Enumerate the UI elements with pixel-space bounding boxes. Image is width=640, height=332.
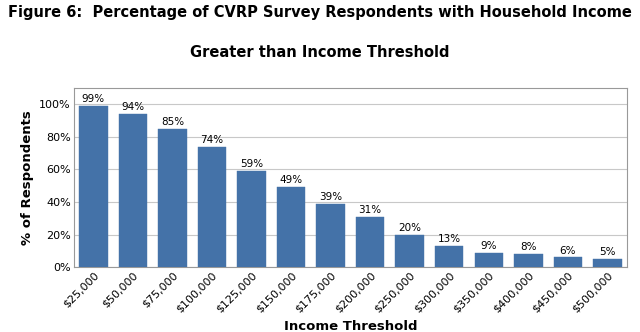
Bar	[118, 114, 147, 267]
Text: Greater than Income Threshold: Greater than Income Threshold	[190, 45, 450, 60]
Text: 6%: 6%	[559, 246, 576, 256]
Text: 9%: 9%	[481, 241, 497, 251]
Text: Figure 6:  Percentage of CVRP Survey Respondents with Household Income: Figure 6: Percentage of CVRP Survey Resp…	[8, 5, 632, 20]
Text: 59%: 59%	[240, 159, 263, 169]
Bar	[277, 187, 305, 267]
Text: 8%: 8%	[520, 242, 536, 252]
Bar	[356, 217, 385, 267]
Text: 49%: 49%	[280, 175, 303, 186]
Bar	[593, 259, 621, 267]
Bar	[158, 129, 187, 267]
Text: 94%: 94%	[122, 102, 145, 112]
Bar	[237, 171, 266, 267]
Bar	[316, 204, 345, 267]
Text: 99%: 99%	[82, 94, 105, 104]
Text: 20%: 20%	[398, 223, 421, 233]
Text: 13%: 13%	[438, 234, 461, 244]
Bar	[554, 258, 582, 267]
Text: 74%: 74%	[200, 135, 223, 145]
Bar	[396, 235, 424, 267]
Bar	[435, 246, 463, 267]
X-axis label: Income Threshold: Income Threshold	[284, 320, 417, 332]
Text: 85%: 85%	[161, 117, 184, 127]
Bar	[198, 147, 226, 267]
Text: 39%: 39%	[319, 192, 342, 202]
Bar	[475, 253, 503, 267]
Text: 5%: 5%	[599, 247, 616, 257]
Text: 31%: 31%	[358, 205, 381, 215]
Bar	[514, 254, 543, 267]
Bar	[79, 106, 108, 267]
Y-axis label: % of Respondents: % of Respondents	[20, 110, 34, 245]
